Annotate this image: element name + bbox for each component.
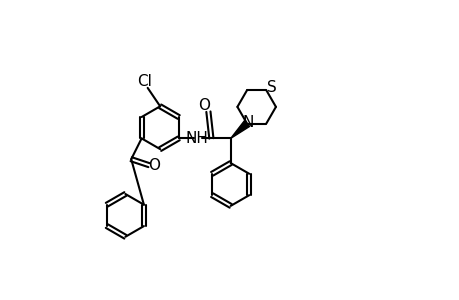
Text: O: O <box>148 158 160 173</box>
Text: O: O <box>197 98 209 113</box>
Text: Cl: Cl <box>137 74 152 89</box>
Polygon shape <box>230 121 249 138</box>
Text: NH: NH <box>185 131 208 146</box>
Text: N: N <box>242 115 254 130</box>
Text: S: S <box>266 80 276 95</box>
